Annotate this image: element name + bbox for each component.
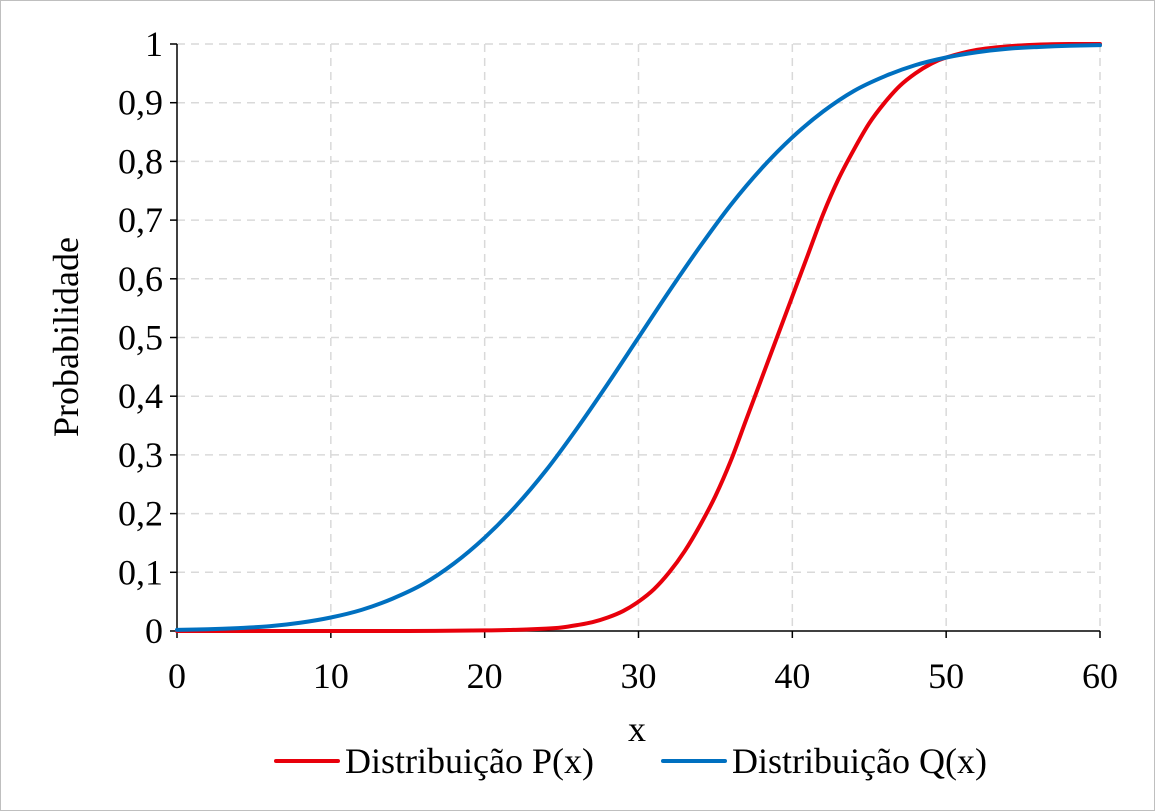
y-tick-label: 0,1 [118,552,163,592]
y-tick-label: 0 [145,611,163,651]
legend-label-q: Distribuição Q(x) [732,741,987,781]
y-tick-label: 0,6 [118,259,163,299]
x-tick-label: 0 [168,656,186,696]
x-tick-label: 10 [313,656,349,696]
x-tick-label: 60 [1082,656,1118,696]
x-tick-label: 30 [621,656,657,696]
y-tick-label: 0,7 [118,200,163,240]
legend-label-p: Distribuição P(x) [345,741,594,781]
axis-titles: Probabilidade x [46,237,646,749]
x-tick-label: 50 [928,656,964,696]
y-tick-label: 0,2 [118,494,163,534]
y-tick-label: 0,5 [118,318,163,358]
x-tick-label: 40 [774,656,810,696]
y-tick-label: 0,3 [118,435,163,475]
y-tick-label: 1 [145,24,163,64]
y-tick-label: 0,8 [118,141,163,181]
x-tick-label: 20 [467,656,503,696]
y-axis-title: Probabilidade [46,237,86,437]
x-axis-title: x [628,709,646,749]
series-line-p [175,41,1102,634]
y-tick-label: 0,9 [118,83,163,123]
y-tick-label: 0,4 [118,376,163,416]
series-line-q [175,43,1102,632]
series-lines [175,41,1102,634]
legend: Distribuição P(x) Distribuição Q(x) [274,741,987,781]
tick-labels: 00,10,20,30,40,50,60,70,80,910 10 20 30 40 50… [118,24,1118,696]
